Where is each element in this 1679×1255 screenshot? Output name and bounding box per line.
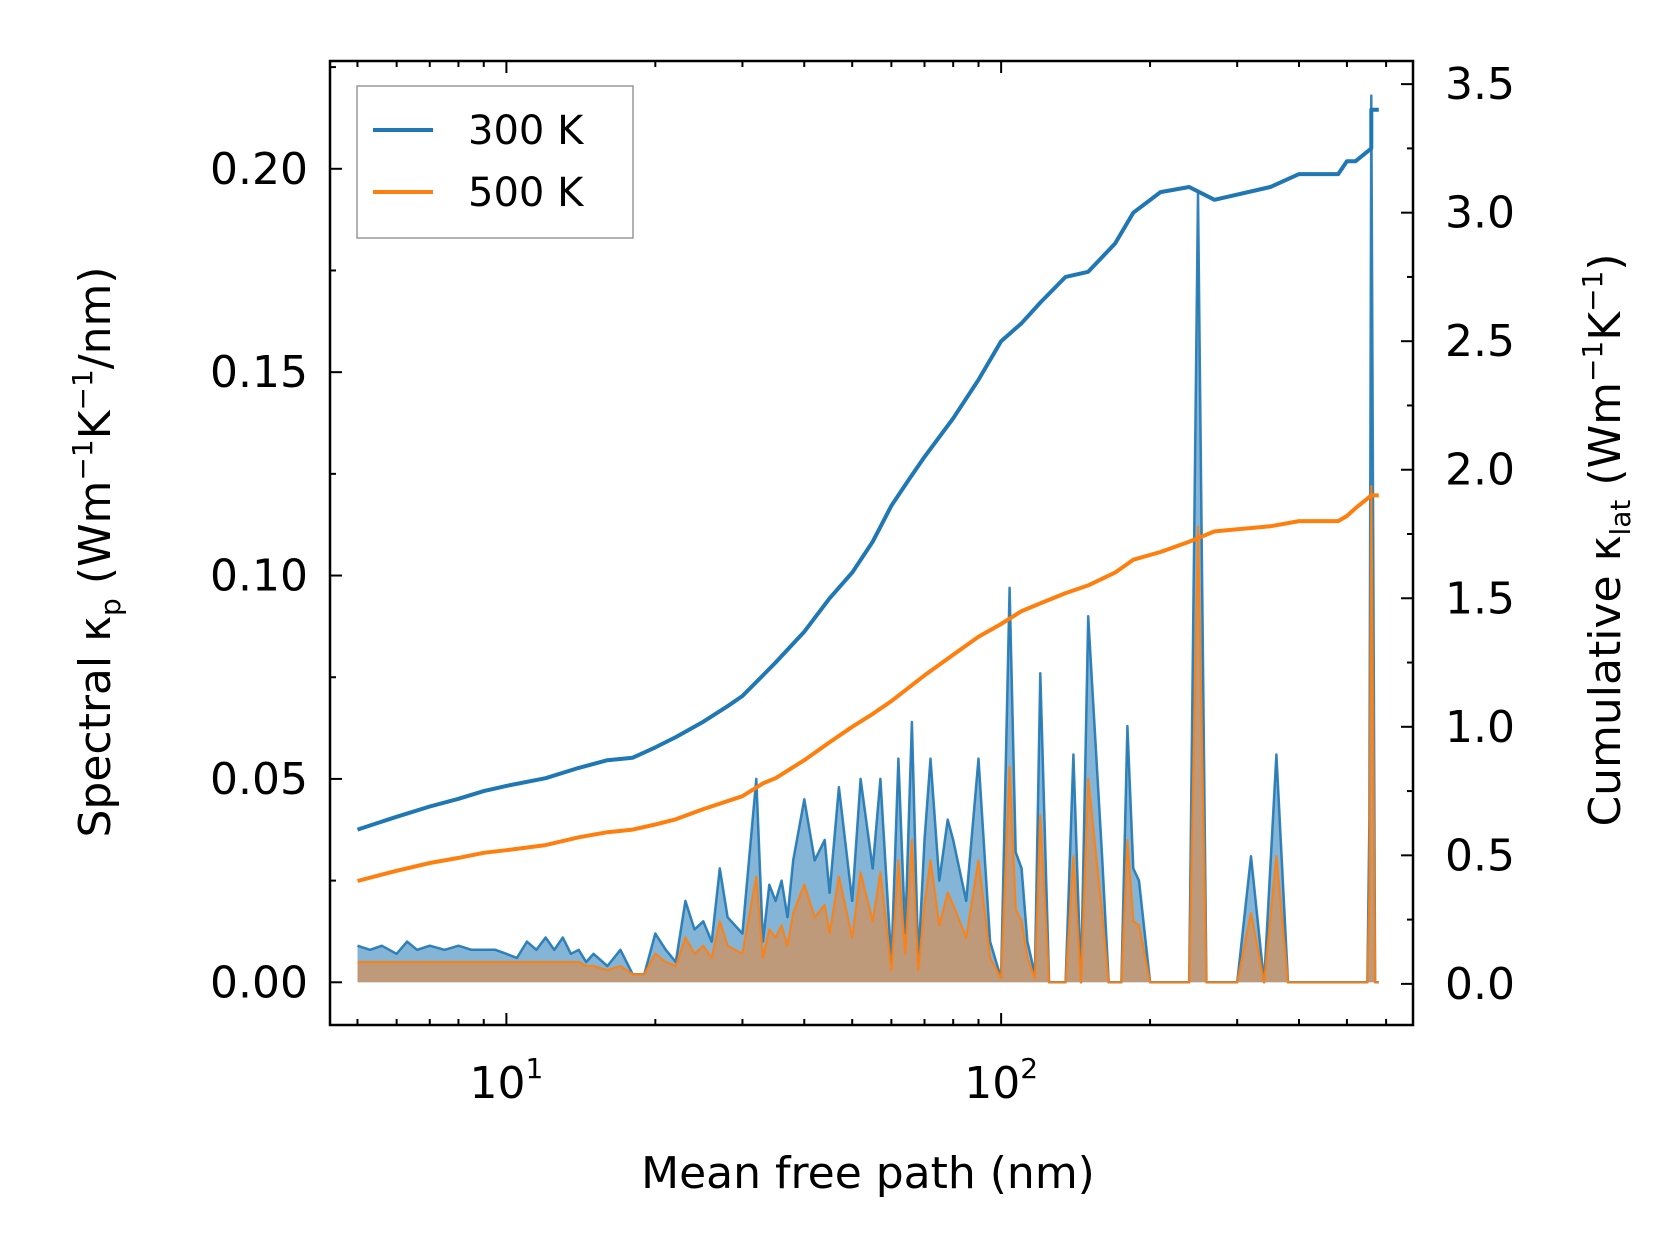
x-tick-label: 102 <box>964 1052 1038 1109</box>
spectral-fill-500k <box>357 486 1379 983</box>
cumulative-line-500k <box>356 493 1379 883</box>
y-right-tick-label: 0.5 <box>1445 830 1515 881</box>
y-right-tick-label: 1.0 <box>1445 702 1515 753</box>
spectral-line-500k <box>357 485 1379 984</box>
left-axis-title: Spectral κp (Wm−1K−1/nm) <box>66 266 127 837</box>
cumulative-lines <box>356 107 1379 883</box>
tick-labels: 101 102 0.00 0.05 0.10 0.15 0.20 0.0 0.5 1.0 1.5 2.… <box>210 59 1515 1109</box>
legend-label-300k: 300 K <box>468 108 585 154</box>
y-left-tick-label: 0.20 <box>210 144 308 195</box>
y-right-tick-label: 1.5 <box>1445 573 1515 624</box>
plot-frame <box>328 59 1415 1027</box>
legend-label-500k: 500 K <box>468 170 585 216</box>
axis-ticks <box>330 61 1413 1025</box>
x-tick-label: 101 <box>469 1052 543 1109</box>
y-right-tick-label: 3.0 <box>1445 188 1515 239</box>
cumulative-line-300k <box>356 107 1379 832</box>
legend: 300 K 500 K <box>356 85 634 239</box>
y-left-tick-label: 0.15 <box>210 347 308 398</box>
y-left-tick-label: 0.05 <box>210 754 308 805</box>
y-right-tick-label: 2.0 <box>1445 445 1515 496</box>
y-left-tick-label: 0.10 <box>210 551 308 602</box>
legend-box <box>356 85 634 239</box>
y-right-tick-label: 3.5 <box>1445 59 1515 110</box>
y-right-tick-label: 0.0 <box>1445 959 1515 1010</box>
x-axis-title: Mean free path (nm) <box>641 1148 1095 1199</box>
right-axis-title: Cumulative κlat (Wm−1K−1) <box>1576 253 1637 826</box>
spectral-fills <box>357 94 1379 984</box>
y-right-tick-label: 2.5 <box>1445 316 1515 367</box>
y-left-tick-label: 0.00 <box>210 957 308 1008</box>
